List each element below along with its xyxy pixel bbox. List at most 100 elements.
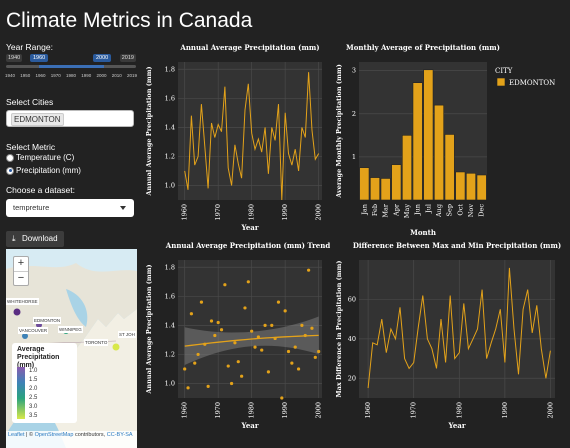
scatter-point xyxy=(280,396,284,400)
y-tick-label: 3 xyxy=(352,67,356,75)
radio-dot[interactable] xyxy=(6,153,14,162)
y-tick-label: 1.2 xyxy=(165,350,175,358)
legend-swatch xyxy=(496,77,506,87)
chart-title: Difference Between Max and Min Precipita… xyxy=(353,241,561,250)
scatter-point xyxy=(317,349,321,354)
city-label-stjohns: ST JOH xyxy=(118,331,136,338)
chart-title: Annual Average Precipitation (mm) xyxy=(179,43,319,52)
y-tick-label: 1.4 xyxy=(165,321,175,329)
scatter-point xyxy=(203,342,207,346)
x-axis-label: Year xyxy=(240,223,258,232)
y-tick-label: 1 xyxy=(352,153,356,161)
scatter-point xyxy=(246,280,250,284)
scatter-point xyxy=(253,345,257,349)
osm-link[interactable]: OpenStreetMap xyxy=(34,432,74,438)
dataset-label: Choose a dataset: xyxy=(6,185,75,195)
download-button[interactable]: ⤓ Download xyxy=(6,231,64,247)
x-tick-label: Jun xyxy=(414,204,422,216)
legend-title: Average Precipitation (mm) xyxy=(17,346,60,369)
plot-panel xyxy=(178,260,322,398)
slider-tick-label: 1970 xyxy=(50,73,61,78)
zoom-control[interactable]: + − xyxy=(13,256,29,286)
scatter-point xyxy=(189,312,193,316)
x-tick-label: 1990 xyxy=(281,402,289,419)
city-chip[interactable]: EDMONTON xyxy=(11,113,64,126)
y-tick-label: 1.6 xyxy=(165,292,175,300)
download-label: Download xyxy=(22,234,58,243)
trend-line xyxy=(184,334,319,347)
x-tick-label: 1980 xyxy=(248,204,256,221)
slider-tick-label: 1980 xyxy=(65,73,77,78)
y-tick-label: 1.0 xyxy=(165,379,175,387)
map-widget[interactable]: + − WHITEHORSE EDMONTON VANCOUVER WINNIP… xyxy=(6,249,137,448)
license-link[interactable]: CC-BY-SA xyxy=(106,432,133,438)
radio-label: Temperature (C) xyxy=(16,153,75,162)
legend-title: CITY xyxy=(495,67,513,75)
legend-tick: 3.0 xyxy=(29,404,38,410)
zoom-out-button[interactable]: − xyxy=(17,272,25,284)
radio-dot-checked[interactable] xyxy=(6,166,14,175)
metric-radio-temperature[interactable]: Temperature (C) xyxy=(6,153,74,162)
x-tick-label: Jan xyxy=(360,204,368,216)
legend-tick: 2.0 xyxy=(29,386,38,392)
radio-label: Precipitation (mm) xyxy=(16,166,81,175)
scatter-point xyxy=(226,364,230,368)
leaflet-link[interactable]: Leaflet xyxy=(8,432,25,438)
bar xyxy=(359,167,370,201)
slider-from-value: 1960 xyxy=(30,54,49,62)
bar xyxy=(476,174,487,201)
x-tick-label: Feb xyxy=(371,204,379,216)
chart-title: Annual Average Precipitation (mm) Trends xyxy=(165,241,330,250)
scatter-point xyxy=(213,333,217,338)
legend-tick: 1.0 xyxy=(29,368,38,374)
scatter-point xyxy=(260,348,264,352)
city-label-winnipeg: WINNIPEG xyxy=(58,326,83,333)
map-attribution: Leaflet | © OpenStreetMap contributors, … xyxy=(6,431,137,448)
select-metric-label: Select Metric xyxy=(6,142,56,152)
bar xyxy=(444,134,455,201)
scatter-point xyxy=(229,381,234,386)
bar xyxy=(370,177,380,201)
metric-radio-precipitation[interactable]: Precipitation (mm) xyxy=(6,166,81,175)
chevron-down-icon xyxy=(120,206,126,210)
slider-tick-label: 2010 xyxy=(111,73,122,78)
x-tick-label: 1970 xyxy=(410,402,418,419)
scatter-point xyxy=(273,336,277,341)
scatter-point xyxy=(270,323,274,327)
y-tick-label: 1.8 xyxy=(165,263,175,271)
scatter-point xyxy=(303,333,307,338)
scatter-point xyxy=(276,300,281,304)
scatter-point xyxy=(263,323,267,327)
bar xyxy=(391,164,402,201)
download-icon: ⤓ xyxy=(12,234,16,243)
scatter-point xyxy=(219,328,224,332)
x-tick-label: 2000 xyxy=(315,402,323,419)
scatter-point xyxy=(293,345,297,349)
marker-whitehorse[interactable] xyxy=(13,308,21,316)
scatter-point xyxy=(313,355,317,359)
scatter-point xyxy=(193,361,197,365)
x-axis-label: Year xyxy=(447,421,465,430)
year-range-slider[interactable]: 1940 2019 1960 2000 1940 1950 1960 1970 1980… xyxy=(5,54,137,84)
y-axis-label: Annual Average Precipitation (mm) xyxy=(145,264,153,394)
city-label-edmonton: EDMONTON xyxy=(33,317,62,324)
scatter-point xyxy=(290,361,294,365)
bar xyxy=(455,171,466,201)
x-tick-label: 1990 xyxy=(281,204,289,221)
scatter-point xyxy=(233,341,237,345)
slider-tick-label: 1990 xyxy=(81,73,92,78)
cities-input[interactable]: EDMONTON xyxy=(6,110,134,127)
bar xyxy=(434,104,444,201)
zoom-in-button[interactable]: + xyxy=(14,257,28,272)
attribution-text: | © xyxy=(24,432,35,438)
scatter-point xyxy=(250,329,254,333)
legend-tick: 1.5 xyxy=(29,377,38,383)
scatter-point xyxy=(307,268,311,272)
attribution-text: contributors, xyxy=(73,432,107,438)
dataset-select[interactable]: tempreture xyxy=(6,199,134,217)
city-label-toronto: TORONTO xyxy=(84,339,109,346)
slider-tick-label: 2000 xyxy=(96,73,107,78)
marker-toronto[interactable] xyxy=(112,343,120,351)
y-axis-label: Annual Average Precipitation (mm) xyxy=(145,66,153,196)
marker-vancouver[interactable] xyxy=(22,333,28,339)
